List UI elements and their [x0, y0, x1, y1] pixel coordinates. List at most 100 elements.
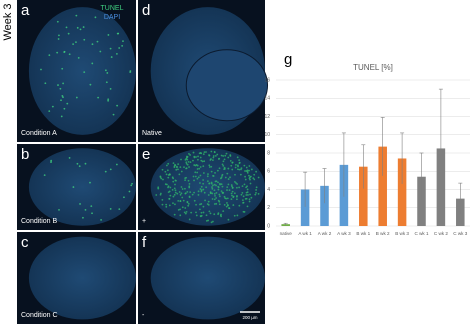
tunel-dot [66, 102, 69, 105]
tunel-dot [238, 159, 241, 161]
tunel-dot [198, 167, 201, 170]
tunel-dot [245, 194, 248, 196]
panel-caption: + [142, 218, 146, 225]
chart-title: TUNEL [%] [353, 63, 393, 72]
tunel-dot [247, 194, 249, 196]
tunel-dot [220, 154, 223, 157]
tunel-dot [224, 168, 226, 170]
tunel-dot [165, 205, 168, 208]
tunel-dot [244, 178, 247, 181]
tunel-dot [167, 162, 170, 165]
tunel-dot [161, 203, 164, 206]
tunel-dot [240, 168, 242, 171]
tunel-dot [99, 50, 102, 53]
tunel-dot [180, 186, 183, 188]
tunel-dot [208, 166, 211, 168]
tunel-dot [50, 161, 52, 163]
tunel-dot [63, 107, 66, 110]
tunel-dot [51, 105, 54, 108]
tunel-dot [235, 163, 237, 166]
tunel-dot [231, 187, 234, 189]
tunel-dot [188, 186, 191, 189]
tunel-dot [248, 198, 251, 201]
panel-letter: g [284, 51, 292, 68]
tunel-dot [185, 161, 188, 164]
tunel-dot [75, 96, 78, 99]
tunel-dot [161, 199, 164, 201]
tunel-dot [197, 176, 200, 179]
tunel-dot [235, 186, 238, 189]
tunel-dot [210, 170, 213, 173]
tunel-dot [174, 163, 176, 166]
tunel-dot [213, 150, 216, 153]
tunel-dot [212, 175, 215, 177]
tunel-dot [222, 210, 225, 213]
tunel-dot [257, 176, 260, 179]
tunel-dot [202, 205, 205, 208]
tunel-dot [180, 170, 183, 173]
tunel-dot [214, 171, 216, 174]
tunel-dot [197, 155, 199, 158]
tunel-dot [188, 183, 191, 185]
tunel-dot [174, 183, 176, 186]
tunel-dot [185, 210, 188, 213]
tunel-dot [208, 210, 211, 213]
tunel-dot [205, 220, 208, 222]
tunel-dot [215, 191, 218, 194]
tunel-dot [48, 110, 51, 113]
tunel-dot [115, 163, 118, 166]
tunel-dot [211, 192, 214, 195]
tunel-dot [173, 187, 176, 190]
tunel-dot [72, 43, 75, 46]
tunel-dot [179, 193, 182, 196]
tunel-dot [253, 178, 256, 181]
tunel-dot [184, 187, 186, 190]
tunel-dot [203, 191, 206, 194]
tunel-dot [75, 41, 77, 44]
tunel-dot [253, 173, 256, 176]
tunel-dot [241, 199, 244, 202]
tunel-dot [229, 159, 232, 162]
tunel-dot [202, 188, 205, 191]
tunel-dot [244, 175, 246, 178]
tunel-dot [161, 168, 164, 171]
tunel-dot [189, 161, 192, 164]
tunel-dot [236, 214, 239, 217]
x-tick-label: C wk 2 [434, 231, 448, 236]
tunel-dot [181, 188, 184, 190]
tunel-dot [181, 206, 184, 209]
tunel-dot [212, 155, 215, 157]
tunel-dot [83, 71, 86, 73]
tunel-dot [100, 218, 102, 221]
tunel-dot [218, 203, 221, 206]
y-tick-label: 0 [267, 223, 270, 229]
tunel-dot [172, 177, 175, 180]
tunel-dot [165, 173, 168, 176]
tunel-dot [213, 213, 216, 216]
tunel-dot [212, 220, 214, 223]
tunel-dot [248, 177, 251, 180]
bar [397, 158, 407, 226]
tunel-dot [172, 162, 175, 164]
tunel-dot [194, 175, 197, 178]
tunel-dot [76, 162, 79, 165]
tunel-dot [255, 191, 257, 194]
y-tick-label: 12 [264, 114, 270, 120]
panel-letter: e [142, 146, 150, 163]
tunel-dot [227, 183, 230, 186]
tunel-dot [91, 212, 93, 215]
tunel-dot [112, 113, 115, 116]
tissue [185, 49, 269, 122]
tunel-dot [61, 94, 64, 97]
tunel-dot [194, 171, 197, 174]
tunel-dot [184, 212, 187, 215]
tunel-dot [248, 169, 250, 172]
tunel-dot [244, 197, 247, 200]
tunel-dot [221, 163, 224, 166]
tunel-dot [210, 221, 213, 224]
tunel-dot [214, 194, 216, 197]
tunel-dot [164, 170, 167, 173]
scale-label: 200 µm [242, 315, 257, 320]
tunel-dot [79, 28, 82, 31]
tunel-dot [213, 192, 216, 195]
